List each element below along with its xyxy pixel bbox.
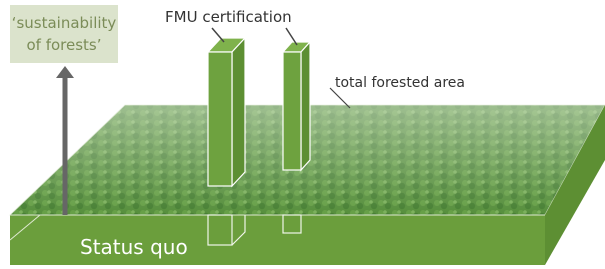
pillar bbox=[208, 52, 232, 186]
status-label: Status quo bbox=[80, 235, 188, 259]
pillar bbox=[283, 52, 301, 170]
area-label: total forested area bbox=[335, 75, 465, 91]
diagram: ‘sustainability of forests’ FMU certific… bbox=[0, 0, 605, 269]
leader-line bbox=[212, 28, 224, 42]
pillar-side bbox=[232, 38, 245, 186]
label-line: of forests’ bbox=[26, 36, 101, 54]
pillar-side bbox=[301, 42, 310, 170]
arrow-head bbox=[56, 66, 74, 78]
fmu-label: FMU certification bbox=[165, 8, 292, 26]
label-line: ‘sustainability bbox=[12, 14, 117, 32]
